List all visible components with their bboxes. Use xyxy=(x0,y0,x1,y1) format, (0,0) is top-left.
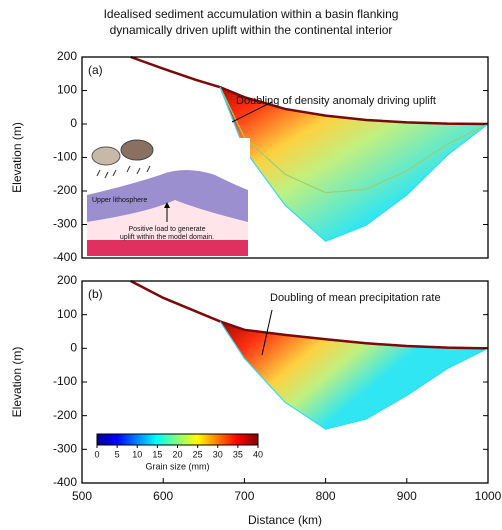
y-tick-label: 200 xyxy=(57,273,77,287)
y-tick-label: -300 xyxy=(53,217,77,231)
y-tick-label: -400 xyxy=(53,250,77,264)
y-tick-label: -100 xyxy=(53,374,77,388)
colorbar-label: Grain size (mm) xyxy=(145,461,209,471)
y-tick-label: -200 xyxy=(53,183,77,197)
y-tick-label: 100 xyxy=(57,307,77,321)
x-tick-label: 700 xyxy=(234,489,254,503)
x-tick-label: 800 xyxy=(316,489,336,503)
colorbar-tick-label: 20 xyxy=(172,449,182,459)
y-axis-label: Elevation (m) xyxy=(10,347,24,418)
y-tick-label: 0 xyxy=(70,116,77,130)
profile-line xyxy=(130,279,489,350)
colorbar-tick-label: 25 xyxy=(193,449,203,459)
colorbar-tick-label: 30 xyxy=(213,449,223,459)
x-tick-label: 900 xyxy=(397,489,417,503)
colorbar-tick-label: 35 xyxy=(233,449,243,459)
arrow-head xyxy=(164,202,170,208)
colorbar-tick-label: 40 xyxy=(253,449,263,459)
annotation: Doubling of mean precipitation rate xyxy=(270,292,441,304)
y-tick-label: -100 xyxy=(53,150,77,164)
rain xyxy=(96,165,151,179)
y-tick-label: 200 xyxy=(57,49,77,63)
colorbar-tick-label: 5 xyxy=(115,449,120,459)
panel-label: (a) xyxy=(88,63,103,77)
x-tick-label: 500 xyxy=(72,489,92,503)
annotation-arrow xyxy=(231,101,273,123)
y-tick-label: 0 xyxy=(70,341,77,355)
cloud xyxy=(120,139,154,161)
x-tick-label: 600 xyxy=(153,489,173,503)
y-tick-label: 100 xyxy=(57,83,77,97)
colorbar-tick-label: 15 xyxy=(152,449,162,459)
title-line: Idealised sediment accumulation within a… xyxy=(104,7,399,21)
colorbar xyxy=(96,433,259,446)
profile-line xyxy=(219,86,489,194)
x-tick-label: 1000 xyxy=(475,489,502,503)
y-tick-label: -300 xyxy=(53,442,77,456)
cloud xyxy=(91,146,121,166)
y-tick-label: -200 xyxy=(53,408,77,422)
y-tick-label: -400 xyxy=(53,475,77,489)
inset-label: Positive load to generate xyxy=(128,226,205,233)
inset-label: Upper lithosphere xyxy=(92,197,147,204)
panel-label: (b) xyxy=(88,287,103,301)
title-line: dynamically driven uplift within the con… xyxy=(110,23,393,37)
inset: Upper lithosphere Positive load to gener… xyxy=(85,138,250,256)
profile-line xyxy=(219,86,489,242)
annotation-arrow xyxy=(261,309,273,356)
basin-fill xyxy=(220,87,489,242)
y-axis-label: Elevation (m) xyxy=(10,122,24,193)
annotation: Doubling of density anomaly driving upli… xyxy=(236,95,436,107)
profile-line xyxy=(219,321,489,430)
inset-label: uplift within the model domain. xyxy=(120,234,214,241)
x-axis-label: Distance (km) xyxy=(248,513,322,527)
basin-fill xyxy=(220,321,489,430)
colorbar-tick-label: 0 xyxy=(94,449,99,459)
load-band xyxy=(87,240,248,256)
profile-line xyxy=(130,55,489,126)
colorbar-tick-label: 10 xyxy=(132,449,142,459)
